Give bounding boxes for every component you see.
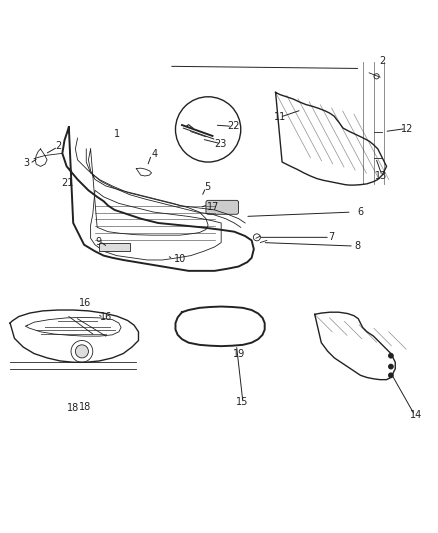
Circle shape: [389, 373, 393, 377]
Circle shape: [389, 353, 393, 358]
Text: 13: 13: [375, 171, 387, 181]
FancyBboxPatch shape: [99, 244, 130, 251]
Text: 14: 14: [410, 410, 422, 421]
Text: 19: 19: [233, 349, 245, 359]
Text: 4: 4: [152, 149, 158, 159]
Text: 22: 22: [227, 122, 240, 131]
Text: 10: 10: [174, 254, 186, 264]
Circle shape: [75, 345, 88, 358]
Text: 8: 8: [354, 240, 360, 251]
Text: 11: 11: [274, 112, 286, 122]
Text: 15: 15: [236, 397, 248, 407]
Text: 18: 18: [79, 402, 91, 412]
Text: 2: 2: [379, 56, 385, 66]
Text: 16: 16: [100, 312, 112, 322]
Text: 16: 16: [79, 297, 92, 308]
Text: 9: 9: [95, 237, 101, 247]
Text: 17: 17: [207, 203, 219, 212]
Text: 12: 12: [401, 124, 413, 134]
Text: 7: 7: [328, 232, 334, 242]
Text: 21: 21: [61, 178, 74, 188]
FancyBboxPatch shape: [206, 200, 239, 214]
Text: 5: 5: [204, 182, 210, 192]
Circle shape: [389, 365, 393, 369]
Text: 6: 6: [357, 207, 364, 216]
Text: 23: 23: [214, 139, 226, 149]
Text: 3: 3: [24, 158, 30, 168]
Text: 1: 1: [113, 129, 120, 139]
Text: 2: 2: [55, 141, 61, 151]
Circle shape: [176, 97, 241, 162]
Text: 18: 18: [67, 403, 79, 413]
